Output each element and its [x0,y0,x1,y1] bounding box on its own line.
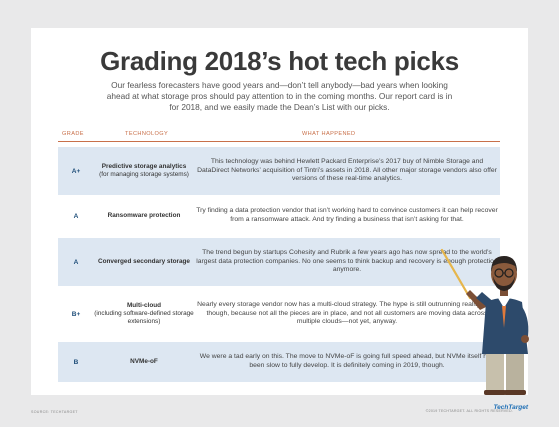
row-technology: NVMe-oF [94,342,194,382]
sweater [482,298,528,354]
face [491,259,517,289]
lower-hand [521,335,529,343]
intro-text: Our fearless forecasters have good years… [106,80,453,113]
row-grade: A [73,212,79,220]
header-divider [58,141,500,142]
infographic-card [31,28,528,395]
row-grade: B+ [71,310,81,318]
technology-note: (for managing storage systems) [99,171,189,178]
row-grade: A [73,258,79,266]
beard [493,276,515,291]
technology-name: Ransomware protection [107,211,181,219]
lower-arm [516,304,529,336]
row-what-happened: Try finding a data protection vendor tha… [196,207,498,223]
header-technology: TECHNOLOGY [125,131,169,137]
left-leg [486,354,504,392]
teacher-illustration [440,248,529,395]
footer-source: SOURCE: TECHTARGET [31,410,78,414]
row-technology: Converged secondary storage [94,238,194,286]
table-row: B+ Multi-cloud (including software-define… [58,288,500,340]
technology-note: (including software-defined storage exte… [94,309,194,326]
techtarget-logo: TechTarget [493,404,528,411]
hair [491,256,517,272]
row-technology: Ransomware protection [94,197,194,235]
shirt-collar [498,298,510,308]
right-shoe [504,390,526,395]
header-grade: GRADE [62,131,84,137]
table-row: B NVMe-oF We were a tad early on this. T… [58,342,500,382]
page-title: Grading 2018’s hot tech picks [100,46,459,76]
necktie [502,306,506,328]
row-what-happened: The trend begun by startups Cohesity and… [196,249,498,274]
left-shoe [484,390,506,395]
row-what-happened: Nearly every storage vendor now has a mu… [197,301,497,326]
footer-copyright: ©2019 TECHTARGET. ALL RIGHTS RESERVED. [425,409,513,413]
row-what-happened: We were a tad early on this. The move to… [199,353,495,369]
technology-name: Multi-cloud [126,301,162,309]
table-row: A+ Predictive storage analytics (for mana… [58,147,500,195]
row-what-happened: This technology was behind Hewlett Packa… [197,158,497,183]
technology-name: NVMe-oF [130,357,158,365]
raised-hand [466,290,488,310]
table-row: A Ransomware protection Try finding a da… [58,197,500,235]
row-technology: Multi-cloud (including software-defined s… [94,288,194,340]
right-leg [506,354,524,392]
technology-name: Predictive storage analytics [101,162,187,170]
table-row: A Converged secondary storage The trend … [58,238,500,286]
header-what-happened: WHAT HAPPENED [302,131,356,137]
pointer-stick [440,248,472,300]
row-grade: B [73,358,79,366]
row-grade: A+ [71,167,81,175]
technology-name: Converged secondary storage [98,257,190,265]
row-technology: Predictive storage analytics (for managin… [94,147,194,195]
